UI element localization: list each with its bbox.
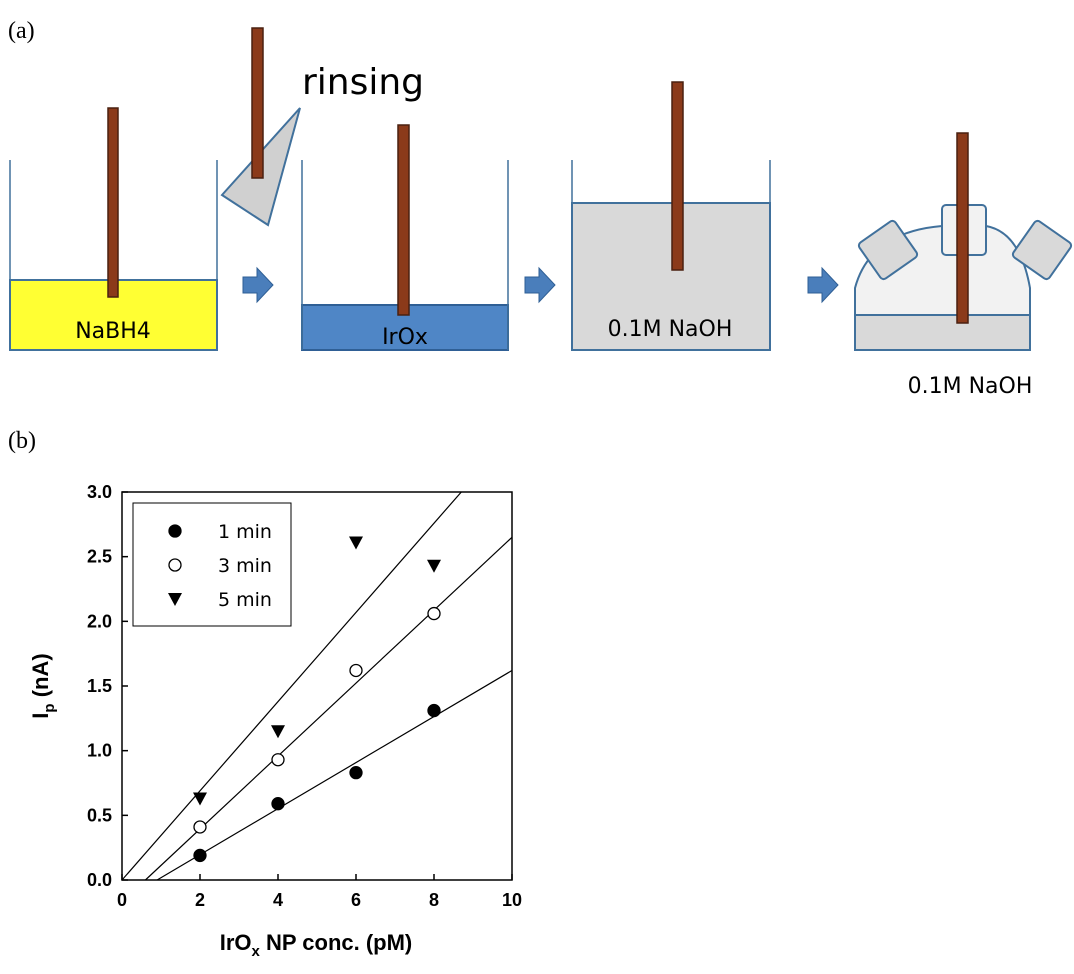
point bbox=[427, 606, 441, 621]
step-label: 0.1M NaOH bbox=[908, 374, 1033, 399]
panel-label: (b) bbox=[8, 428, 36, 454]
legend-label: 3 min bbox=[218, 555, 272, 577]
y-tick-label: 1.0 bbox=[87, 741, 112, 761]
arrow bbox=[242, 266, 274, 304]
point bbox=[193, 792, 207, 806]
y-label-part: I bbox=[28, 713, 53, 719]
y-tick-label: 1.5 bbox=[87, 676, 112, 696]
legend-marker bbox=[168, 524, 182, 538]
point bbox=[427, 703, 441, 718]
legend-marker bbox=[168, 558, 182, 572]
y-tick-label: 2.0 bbox=[87, 611, 112, 631]
fit-line bbox=[144, 536, 513, 881]
x-tick-label: 2 bbox=[195, 890, 205, 910]
y-label-part: (nA) bbox=[28, 653, 53, 703]
point bbox=[193, 848, 207, 863]
y-tick-label: 3.0 bbox=[87, 482, 112, 502]
legend-label: 1 min bbox=[218, 521, 272, 543]
point bbox=[271, 753, 285, 767]
electrochemical-cell bbox=[854, 132, 1073, 351]
point bbox=[193, 820, 207, 834]
x-tick-label: 0 bbox=[117, 890, 127, 910]
beaker bbox=[9, 107, 218, 351]
point bbox=[427, 559, 441, 573]
x-tick-label: 4 bbox=[273, 890, 283, 910]
y-tick-label: 2.5 bbox=[87, 547, 112, 567]
y-tick-label: 0.5 bbox=[87, 805, 112, 825]
point bbox=[271, 797, 285, 811]
x-tick-label: 6 bbox=[351, 890, 361, 910]
point bbox=[349, 536, 363, 550]
rinsing-label: rinsing bbox=[302, 62, 424, 103]
panel-label: (a) bbox=[8, 18, 35, 44]
x-tick-label: 10 bbox=[502, 890, 522, 910]
arrow bbox=[524, 266, 556, 304]
step-label: IrOx bbox=[382, 325, 428, 350]
rinsing-bottle bbox=[220, 27, 301, 227]
legend-box bbox=[132, 502, 292, 627]
arrow bbox=[807, 266, 839, 304]
y-tick-label: 0.0 bbox=[87, 870, 112, 890]
y-axis-label: Ip (nA) bbox=[28, 653, 58, 718]
beaker bbox=[571, 81, 771, 351]
beaker bbox=[301, 124, 509, 351]
y-label-sub: p bbox=[41, 703, 58, 712]
x-label-part: IrO bbox=[220, 930, 252, 955]
point bbox=[271, 725, 285, 739]
x-tick-label: 8 bbox=[429, 890, 439, 910]
x-label-part: NP conc. (pM) bbox=[260, 930, 412, 955]
legend-marker bbox=[168, 593, 182, 606]
fit-line bbox=[156, 669, 513, 881]
point bbox=[349, 766, 363, 780]
x-axis-label: IrOx NP conc. (pM) bbox=[220, 930, 413, 960]
step-label: 0.1M NaOH bbox=[608, 317, 733, 342]
point bbox=[349, 663, 363, 678]
step-label: NaBH4 bbox=[75, 319, 151, 344]
x-label-sub: x bbox=[252, 943, 261, 960]
legend-label: 5 min bbox=[218, 589, 272, 611]
fit-line bbox=[121, 491, 462, 881]
